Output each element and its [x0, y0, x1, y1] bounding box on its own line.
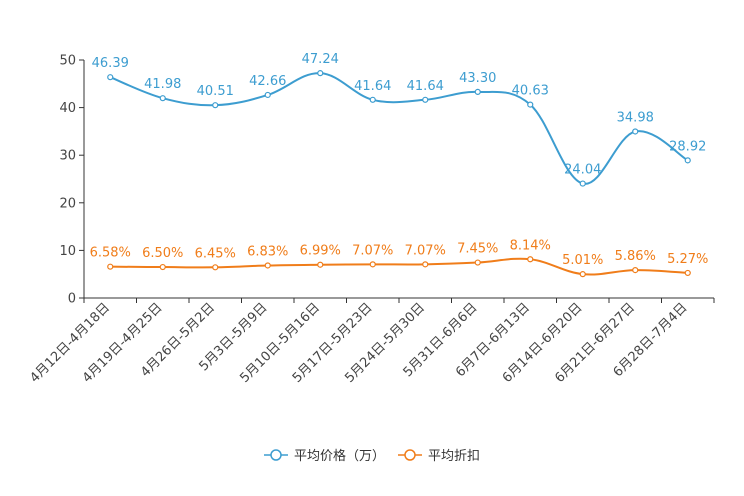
- data-label-price: 46.39: [92, 56, 129, 71]
- y-tick-label: 10: [59, 244, 76, 259]
- y-tick-label: 40: [59, 101, 76, 116]
- data-label-price: 41.64: [407, 79, 444, 94]
- data-point-discount: [474, 259, 481, 266]
- data-label-price: 47.24: [302, 52, 339, 67]
- data-point-price: [264, 91, 271, 99]
- data-label-price: 40.51: [197, 84, 234, 99]
- data-point-price: [159, 95, 166, 102]
- data-label-price: 42.66: [249, 74, 286, 89]
- data-label-discount: 5.27%: [667, 252, 708, 267]
- data-label-discount: 7.07%: [405, 243, 446, 258]
- data-label-price: 34.98: [617, 110, 654, 125]
- data-point-discount: [422, 261, 429, 268]
- data-label-discount: 7.45%: [457, 242, 498, 257]
- y-tick-label: 0: [68, 292, 76, 307]
- data-point-discount: [212, 264, 219, 271]
- data-point-price: [422, 96, 429, 103]
- data-label-discount: 7.07%: [352, 243, 393, 258]
- data-label-discount: 6.58%: [90, 246, 131, 261]
- data-point-price: [579, 180, 586, 187]
- data-point-price: [369, 96, 376, 103]
- data-label-discount: 6.83%: [247, 244, 288, 259]
- data-label-price: 24.04: [564, 163, 601, 178]
- data-label-discount: 6.99%: [300, 244, 341, 259]
- data-label-discount: 8.14%: [510, 238, 551, 253]
- data-label-price: 40.63: [512, 84, 549, 99]
- y-tick-label: 50: [59, 54, 76, 69]
- data-label-discount: 6.45%: [195, 246, 236, 261]
- y-tick-label: 30: [59, 149, 76, 164]
- data-point-price: [684, 157, 691, 164]
- y-tick-label: 20: [59, 196, 76, 211]
- data-point-price: [317, 70, 324, 77]
- data-point-discount: [107, 263, 114, 270]
- data-point-discount: [632, 267, 639, 274]
- legend-marker-discount: [404, 449, 416, 461]
- legend-label-price: 平均价格（万）: [294, 448, 385, 464]
- data-point-price: [474, 88, 481, 95]
- data-label-price: 41.98: [144, 77, 181, 92]
- data-point-price: [107, 74, 114, 81]
- data-point-price: [212, 102, 219, 109]
- data-label-price: 28.92: [669, 139, 706, 154]
- data-point-discount: [527, 256, 534, 263]
- data-label-discount: 5.01%: [562, 253, 603, 268]
- data-point-discount: [159, 263, 166, 271]
- legend-marker-price: [270, 449, 282, 461]
- data-point-discount: [264, 262, 271, 269]
- data-point-price: [632, 128, 639, 135]
- data-point-price: [527, 101, 534, 108]
- data-label-price: 41.64: [354, 79, 391, 94]
- data-point-discount: [317, 261, 324, 268]
- data-point-discount: [684, 269, 691, 277]
- legend-label-discount: 平均折扣: [428, 449, 480, 464]
- data-label-price: 43.30: [459, 71, 496, 86]
- data-label-discount: 5.86%: [615, 249, 656, 264]
- series-line-discount: [110, 257, 688, 276]
- data-point-discount: [579, 271, 586, 278]
- data-label-discount: 6.50%: [142, 246, 183, 261]
- data-point-discount: [369, 261, 376, 268]
